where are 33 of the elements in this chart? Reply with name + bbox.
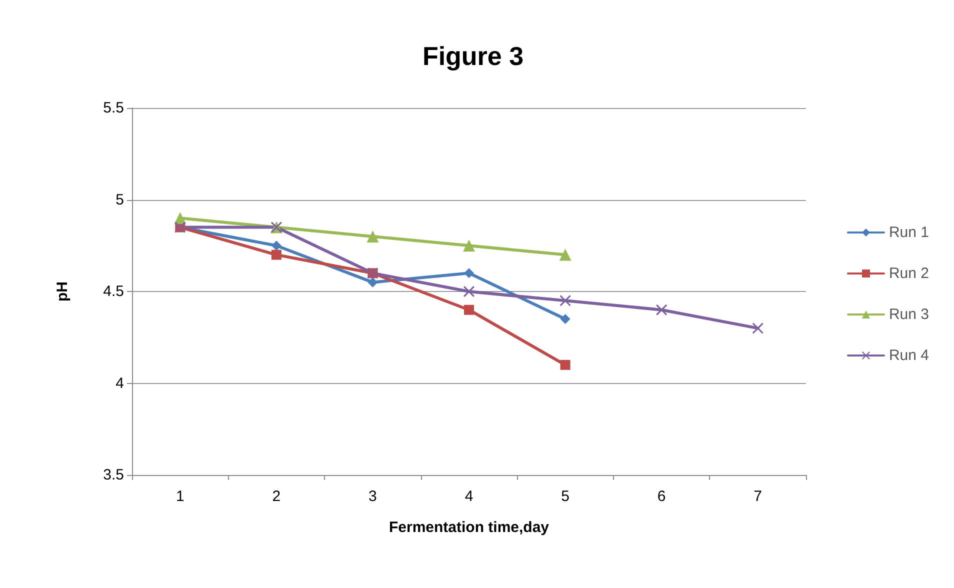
point	[464, 268, 474, 278]
x-axis-title: Fermentation time,day	[388, 519, 550, 536]
point	[271, 240, 282, 251]
x-tick-label: 6	[657, 488, 666, 505]
point	[464, 286, 474, 297]
point	[560, 360, 570, 370]
y-tick-label: 4.5	[103, 283, 124, 300]
y-tick-label: 4	[116, 374, 124, 392]
x-tick-label: 7	[754, 488, 762, 505]
point	[559, 248, 572, 261]
chart-title: Figure 3	[422, 41, 524, 71]
point	[464, 304, 474, 315]
x-tick-label: 5	[561, 488, 570, 505]
x-tick-label: 4	[464, 488, 474, 505]
y-axis-title: pH	[54, 282, 71, 302]
legend-label: Run 2	[888, 265, 930, 282]
point	[656, 304, 668, 316]
y-tick-label: 5.5	[103, 100, 124, 116]
point	[560, 295, 571, 306]
point	[752, 322, 764, 334]
legend-label: Run 4	[888, 347, 930, 364]
legend-label: Run 1	[888, 224, 930, 241]
x-tick-label: 2	[272, 488, 281, 505]
point	[463, 240, 475, 252]
x-tick-label: 1	[176, 488, 184, 505]
point	[368, 277, 378, 288]
legend-label: Run 3	[888, 306, 930, 323]
y-tick-label: 5	[116, 191, 124, 208]
y-tick-label: 3.5	[103, 466, 124, 484]
point	[560, 314, 570, 324]
point	[366, 230, 379, 242]
x-tick-label: 3	[368, 488, 377, 505]
point	[271, 250, 282, 260]
